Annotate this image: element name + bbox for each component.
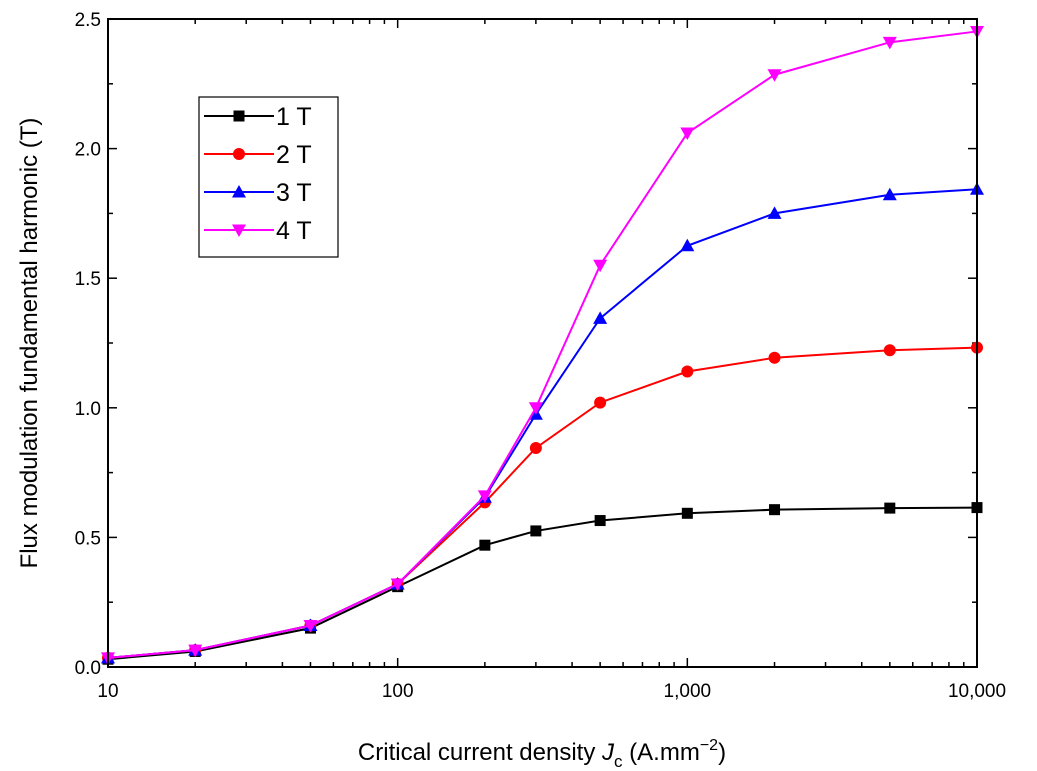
data-point [530,525,542,537]
legend-box [198,96,339,258]
x-tick-label: 100 [382,681,414,702]
data-point [767,206,782,219]
y-tick-label: 0.5 [75,528,101,549]
data-point [767,69,782,82]
legend-marker [232,224,246,237]
plot-frame [107,18,978,668]
data-point [303,620,318,633]
data-point [680,238,695,252]
y-tick-label: 2.0 [75,140,101,161]
data-point [188,644,203,658]
series-2 [102,341,983,664]
y-tick-label: 1.5 [75,269,101,290]
data-point [882,187,897,201]
data-point [884,502,896,514]
series-line [107,506,978,661]
data-point [528,402,543,415]
legend-label: 1 T [276,103,312,131]
data-point [681,365,694,378]
legend-item-4: 4 T [204,217,312,245]
data-point [882,36,897,50]
legend: 1 T 2 T 3 T 4 T [198,96,339,258]
legend-item-3: 3 T [204,179,312,207]
data-point [681,507,693,519]
y-axis-title: Flux modulation fundamental harmonic (T) [16,118,43,569]
data-point [479,539,491,551]
data-point [883,344,896,357]
data-point [680,127,695,141]
x-tick-labels: 10 100 1,000 10,000 [97,681,1006,702]
data-point [769,504,781,516]
x-axis-title: Critical current density Jc (A.mm−2) [358,737,726,771]
data-point [529,441,542,454]
legend-marker [233,110,245,122]
x-tick-label: 1,000 [664,681,712,702]
legend-item-2: 2 T [204,141,312,169]
legend-label: 4 T [276,217,312,245]
data-point [594,396,607,409]
data-point [594,515,606,527]
data-point [768,351,781,364]
legend-label: 3 T [276,179,312,207]
legend-item-1: 1 T [204,103,312,131]
y-tick-label: 0.0 [75,658,101,679]
data-point [593,259,608,273]
series-1 [102,502,983,665]
data-point [390,578,405,592]
y-tick-label: 1.0 [75,399,101,420]
data-point [477,490,492,503]
y-tick-label: 2.5 [75,10,101,31]
legend-marker [232,185,246,198]
series-line [107,188,978,659]
legend-marker [233,148,245,160]
x-tick-label: 10 [97,681,118,702]
legend-label: 2 T [276,141,312,169]
x-tick-label: 10,000 [948,681,1006,702]
y-tick-labels: 0.0 0.5 1.0 1.5 2.0 2.5 [75,10,101,679]
data-point [593,311,608,324]
